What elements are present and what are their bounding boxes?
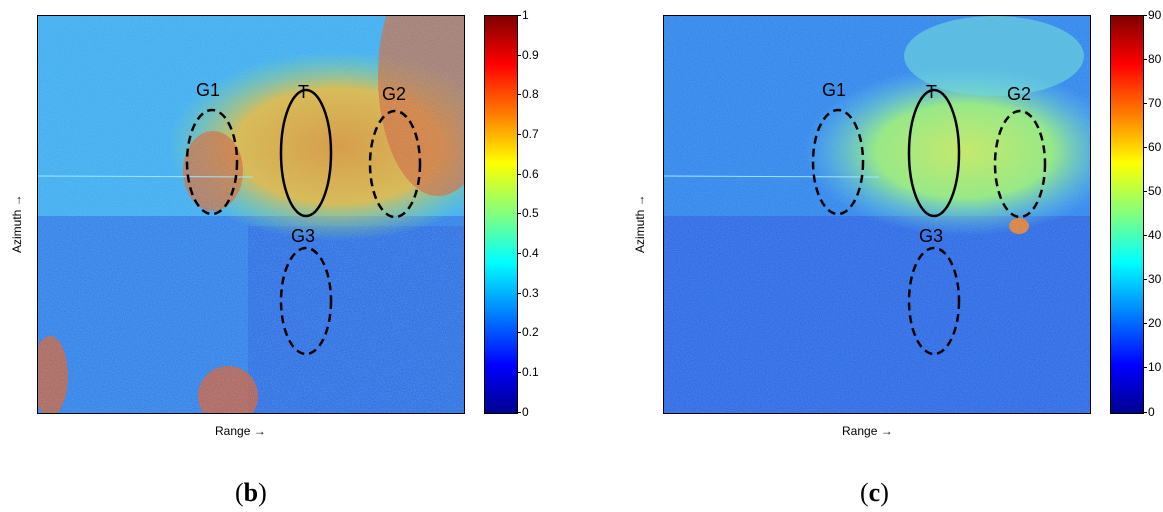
colorbar-tick: 0.7: [517, 127, 539, 141]
colorbar-tick: 1: [517, 8, 529, 22]
region-g1-outline: [185, 108, 239, 216]
colorbar-b-ticks: 1 0.9 0.8 0.7 0.6 0.5 0.4 0.3 0.2 0.1 0: [517, 9, 562, 418]
region-t-outline: [907, 88, 961, 218]
colorbar-tick: 0.1: [517, 365, 539, 379]
colorbar-tick: 10: [1142, 360, 1162, 374]
colorbar-tick: 0.6: [517, 167, 539, 181]
colorbar-tick: 0.5: [517, 206, 539, 220]
azimuth-axis-label: Azimuth →: [633, 194, 647, 253]
colorbar-tick: 0.8: [517, 87, 539, 101]
panel-caption-c: (c): [860, 478, 889, 507]
colorbar-b: [484, 15, 518, 414]
colorbar-tick: 60: [1142, 140, 1162, 154]
region-g2-label: G2: [1007, 84, 1032, 104]
colorbar-tick: 0.4: [517, 246, 539, 260]
colorbar-tick: 30: [1142, 272, 1162, 286]
region-g3-label: G3: [291, 226, 316, 246]
region-g3-outline: [279, 246, 333, 356]
colorbar-tick: 70: [1142, 96, 1162, 110]
panel-b: Azimuth →: [0, 0, 560, 512]
region-g2-outline: [368, 109, 422, 219]
panel-caption-b: (b): [235, 478, 267, 507]
range-axis-label: Range →: [842, 424, 893, 438]
region-g2-label: G2: [382, 84, 407, 104]
colorbar-tick: 50: [1142, 184, 1162, 198]
colorbar-tick: 20: [1142, 316, 1162, 330]
azimuth-axis-label: Azimuth →: [10, 194, 24, 253]
colorbar-c: [1110, 15, 1144, 414]
sar-map-c: G1 T G2 G3: [663, 15, 1091, 414]
region-g1-label: G1: [196, 80, 221, 100]
region-g3-label: G3: [919, 226, 944, 246]
colorbar-tick: 0.2: [517, 325, 539, 339]
region-t-label: T: [298, 82, 309, 102]
region-g1-outline: [811, 108, 865, 216]
heatmap-b: [38, 16, 464, 413]
colorbar-c-ticks: 90 80 70 60 50 40 30 20 10 0: [1142, 9, 1163, 418]
colorbar-tick: 0.9: [517, 48, 539, 62]
region-t-outline: [279, 88, 333, 218]
region-t-label: T: [926, 82, 937, 102]
colorbar-tick: 0: [1143, 405, 1155, 419]
region-g2-outline: [993, 109, 1047, 219]
heatmap-c: [664, 16, 1090, 413]
colorbar-tick: 80: [1142, 52, 1162, 66]
region-g3-outline: [907, 246, 961, 356]
region-g1-label: G1: [822, 80, 847, 100]
sar-map-b: G1 T G2 G3: [37, 15, 465, 414]
range-axis-label: Range →: [215, 424, 266, 438]
colorbar-tick: 40: [1142, 228, 1162, 242]
colorbar-tick: 0: [517, 405, 529, 419]
panel-c: Azimuth →: [620, 0, 1163, 512]
colorbar-tick: 90: [1142, 8, 1162, 22]
colorbar-tick: 0.3: [517, 286, 539, 300]
